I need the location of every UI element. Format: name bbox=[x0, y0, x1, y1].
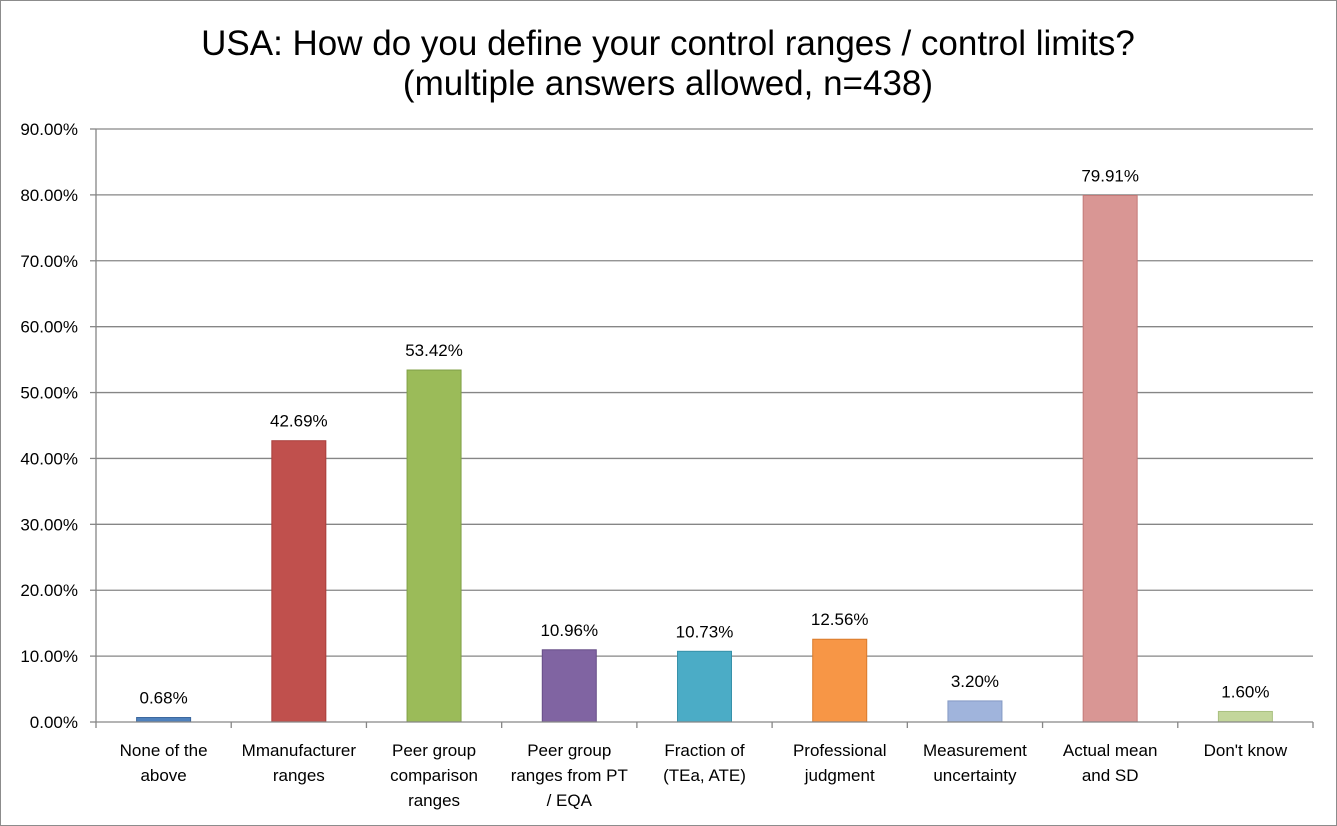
chart-title-line-2: (multiple answers allowed, n=438) bbox=[403, 64, 933, 103]
bar bbox=[812, 638, 868, 723]
y-tick-label: 80.00% bbox=[20, 186, 78, 205]
x-tick-labels: None of the above Mmanufacturer ranges Peer … bbox=[120, 741, 1288, 810]
x-tick-label: Fraction of (TEa, ATE) bbox=[663, 741, 746, 785]
bar bbox=[271, 440, 327, 723]
bar bbox=[406, 369, 462, 723]
x-tick-label: Mmanufacturer ranges bbox=[242, 741, 357, 785]
x-tick-label: None of the above bbox=[120, 741, 208, 785]
data-label: 53.42% bbox=[405, 341, 463, 360]
y-tick-label: 40.00% bbox=[20, 449, 78, 468]
x-tick-label: Measurement uncertainty bbox=[923, 741, 1027, 785]
data-label: 12.56% bbox=[811, 610, 869, 629]
y-tick-labels: 0.00% 10.00% 20.00% 30.00% 40.00% 50.00% 60.00… bbox=[20, 120, 78, 732]
data-label: 1.60% bbox=[1221, 682, 1269, 701]
y-tick-label: 70.00% bbox=[20, 252, 78, 271]
y-tick-label: 30.00% bbox=[20, 515, 78, 534]
data-label: 0.68% bbox=[140, 689, 188, 708]
x-tick-label: Actual mean and SD bbox=[1063, 741, 1158, 785]
bar bbox=[947, 700, 1003, 723]
chart-title-line-1: USA: How do you define your control rang… bbox=[201, 24, 1135, 63]
bar bbox=[677, 650, 732, 723]
y-tick-label: 50.00% bbox=[20, 384, 78, 403]
x-tick-label: Professional judgment bbox=[793, 741, 887, 785]
data-label: 79.91% bbox=[1081, 166, 1139, 185]
x-tick-label: Peer group ranges from PT / EQA bbox=[511, 741, 628, 810]
axes bbox=[90, 128, 1314, 728]
data-label: 10.96% bbox=[540, 621, 598, 640]
data-label: 10.73% bbox=[676, 622, 734, 641]
bar bbox=[1082, 194, 1138, 723]
y-tick-label: 20.00% bbox=[20, 581, 78, 600]
y-tick-label: 90.00% bbox=[20, 120, 78, 139]
bar bbox=[136, 717, 192, 723]
y-tick-label: 10.00% bbox=[20, 647, 78, 666]
data-labels: 0.68% 42.69% 53.42% 10.96% 10.73% 12.56% 3.20%… bbox=[140, 166, 1270, 707]
data-label: 42.69% bbox=[270, 412, 328, 431]
bar bbox=[541, 649, 597, 723]
x-tick-label: Don't know bbox=[1204, 741, 1288, 760]
y-tick-label: 0.00% bbox=[30, 713, 78, 732]
data-label: 3.20% bbox=[951, 672, 999, 691]
y-tick-label: 60.00% bbox=[20, 318, 78, 337]
bars bbox=[136, 194, 1273, 723]
bar bbox=[1217, 710, 1273, 723]
x-tick-label: Peer group comparison ranges bbox=[390, 741, 478, 810]
